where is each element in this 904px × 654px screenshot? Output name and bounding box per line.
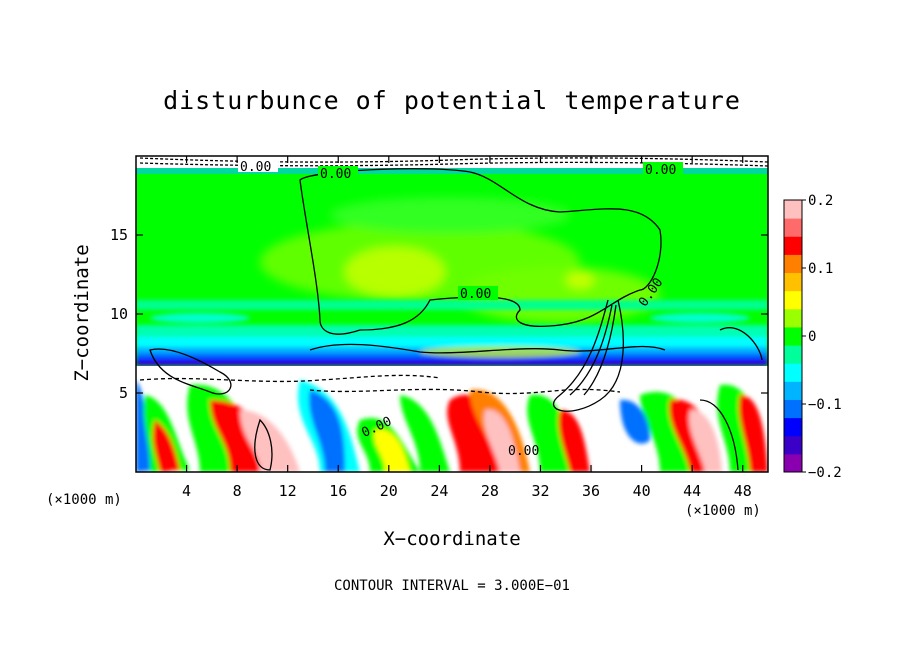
chart-title: disturbunce of potential temperature <box>163 86 741 115</box>
colorbar-tick-label: 0.2 <box>808 193 833 209</box>
colorbar-cell <box>784 218 802 237</box>
x-tick-label: 32 <box>531 482 549 500</box>
y-tick-label: 10 <box>110 305 128 323</box>
colorbar-cell <box>784 381 802 400</box>
y-axis: 5 10 15 <box>110 226 768 402</box>
x-unit-label-left: (×1000 m) <box>46 492 122 508</box>
x-tick-label: 16 <box>329 482 347 500</box>
colorbar-cell <box>784 363 802 382</box>
colorbar-cell <box>784 345 802 364</box>
x-tick-label: 40 <box>633 482 651 500</box>
x-tick-label: 24 <box>430 482 448 500</box>
x-tick-label: 28 <box>481 482 499 500</box>
y-tick-label: 15 <box>110 226 128 244</box>
colorbar-ticks: 0.2 0.1 0 −0.1 −0.2 <box>802 193 842 481</box>
x-tick-label: 48 <box>734 482 752 500</box>
colorbar-tick-label: −0.1 <box>808 397 842 413</box>
x-tick-label: 4 <box>182 482 191 500</box>
contour-label: 0.00 <box>645 163 676 178</box>
colorbar-cell <box>784 326 802 346</box>
x-tick-label: 8 <box>233 482 242 500</box>
contour-label: 0.00 <box>460 287 491 302</box>
contour-label: 0.00 <box>508 444 539 459</box>
x-tick-label: 36 <box>582 482 600 500</box>
x-tick-label: 12 <box>279 482 297 500</box>
colorbar-cell <box>784 417 802 437</box>
colorbar-cell <box>784 435 802 455</box>
colorbar-tick-label: 0 <box>808 329 816 345</box>
colorbar-cell <box>784 308 802 328</box>
contour-lines <box>139 157 768 471</box>
x-tick-label: 20 <box>380 482 398 500</box>
colorbar-tick-label: 0.1 <box>808 261 833 277</box>
x-unit-label-right: (×1000 m) <box>685 503 761 519</box>
colorbar-cell <box>784 399 802 419</box>
colorbar-cell <box>784 272 802 292</box>
colorbar-cells <box>784 200 802 473</box>
colorbar: 0.2 0.1 0 −0.1 −0.2 <box>783 193 842 481</box>
x-axis-label: X−coordinate <box>383 528 521 550</box>
y-axis-label: Z−coordinate <box>71 244 93 382</box>
colorbar-cell <box>784 254 802 274</box>
contour-label: 0.00 <box>320 167 351 182</box>
contour-interval-note: CONTOUR INTERVAL = 3.000E−01 <box>333 578 570 594</box>
y-tick-label: 5 <box>119 384 128 402</box>
colorbar-cell <box>784 200 802 219</box>
colorbar-tick-label: −0.2 <box>808 465 842 481</box>
colorbar-cell <box>784 290 802 310</box>
field-layer <box>136 156 768 472</box>
x-tick-label: 44 <box>683 482 701 500</box>
x-axis: 4 8 12 16 20 24 28 32 36 40 44 48 <box>182 156 752 500</box>
contour-label: 0.00 <box>240 160 271 175</box>
colorbar-cell <box>784 453 802 473</box>
colorbar-cell <box>784 236 802 255</box>
